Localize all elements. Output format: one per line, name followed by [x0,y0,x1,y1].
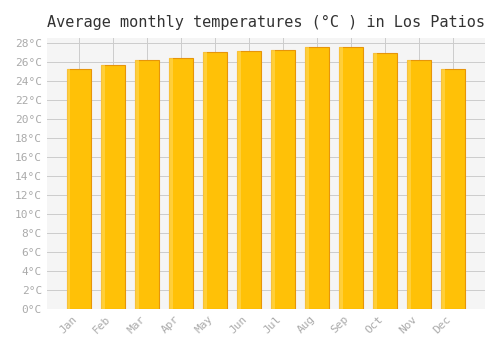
Bar [373,53,397,309]
Bar [271,49,274,309]
Bar [339,47,343,309]
Bar [407,60,431,309]
Bar [169,58,192,309]
Bar [101,65,104,309]
Title: Average monthly temperatures (°C ) in Los Patios: Average monthly temperatures (°C ) in Lo… [47,15,485,30]
Bar [237,51,261,309]
Bar [442,69,465,309]
Bar [237,51,240,309]
Bar [135,60,138,309]
Bar [305,47,309,309]
Bar [408,60,411,309]
Bar [339,47,363,309]
Bar [135,60,158,309]
Bar [101,65,124,309]
Bar [67,69,70,309]
Bar [442,69,445,309]
Bar [305,47,329,309]
Bar [271,49,295,309]
Bar [67,69,90,309]
Bar [169,58,172,309]
Bar [203,52,227,309]
Bar [374,53,377,309]
Bar [203,52,206,309]
